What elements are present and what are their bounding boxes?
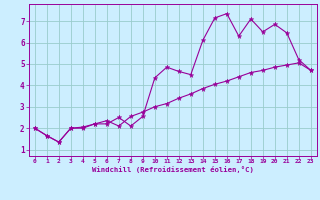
- X-axis label: Windchill (Refroidissement éolien,°C): Windchill (Refroidissement éolien,°C): [92, 166, 254, 173]
